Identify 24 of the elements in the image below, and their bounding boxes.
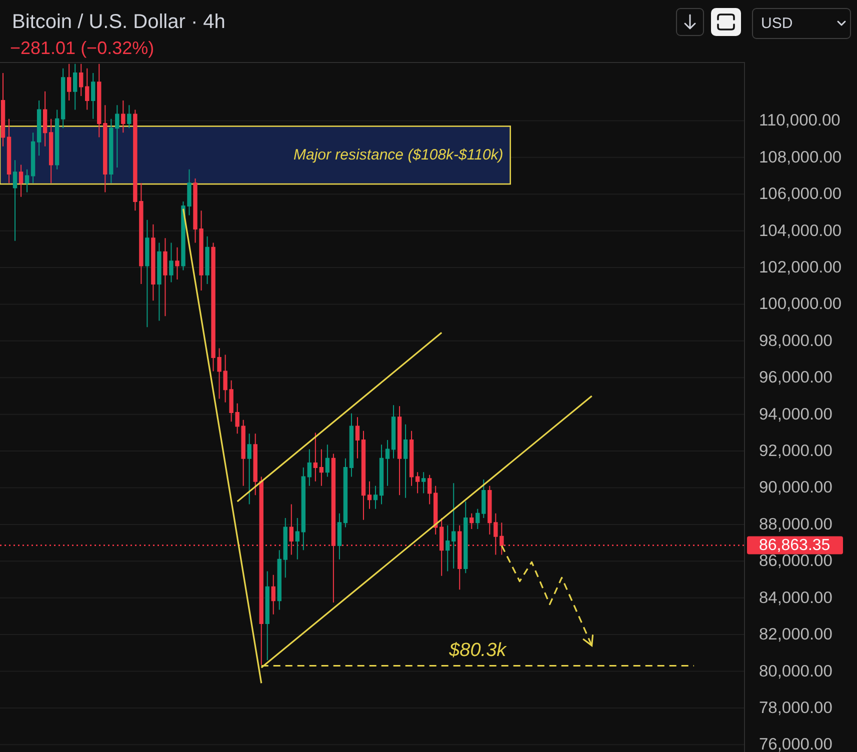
y-tick-label: 92,000.00 bbox=[759, 442, 832, 460]
series-label: $80.3k bbox=[448, 640, 508, 661]
y-tick-label: 110,000.00 bbox=[759, 112, 840, 130]
y-tick-label: 96,000.00 bbox=[759, 368, 832, 387]
y-tick-label: 98,000.00 bbox=[759, 332, 832, 350]
ref-line-label: 86,863.35 bbox=[759, 536, 830, 554]
dropdown-field: USD bbox=[752, 8, 851, 39]
y-tick-label: 80,000.00 bbox=[759, 662, 832, 680]
y-tick-label: 84,000.00 bbox=[759, 588, 832, 607]
y-tick-label: 102,000.00 bbox=[759, 258, 842, 277]
y-tick-label: 86,000.00 bbox=[759, 552, 832, 570]
band-label: Major resistance ($108k-$110k) bbox=[293, 146, 504, 164]
y-tick-label: 82,000.00 bbox=[759, 626, 832, 644]
y-tick-label: 76,000.00 bbox=[759, 736, 832, 752]
y-tick-label: 106,000.00 bbox=[759, 185, 842, 204]
y-tick-label: 104,000.00 bbox=[759, 222, 842, 240]
y-tick-label: 78,000.00 bbox=[759, 698, 832, 717]
chart-subtitle: −281.01 (−0.32%) bbox=[10, 38, 154, 58]
y-tick-label: 90,000.00 bbox=[759, 478, 832, 497]
y-tick-label: 100,000.00 bbox=[759, 295, 842, 314]
chart-title: Bitcoin / U.S. Dollar · 4h bbox=[12, 11, 226, 33]
y-tick-label: 108,000.00 bbox=[759, 148, 842, 166]
y-tick-label: 94,000.00 bbox=[759, 405, 832, 424]
y-tick-label: 88,000.00 bbox=[759, 515, 832, 534]
